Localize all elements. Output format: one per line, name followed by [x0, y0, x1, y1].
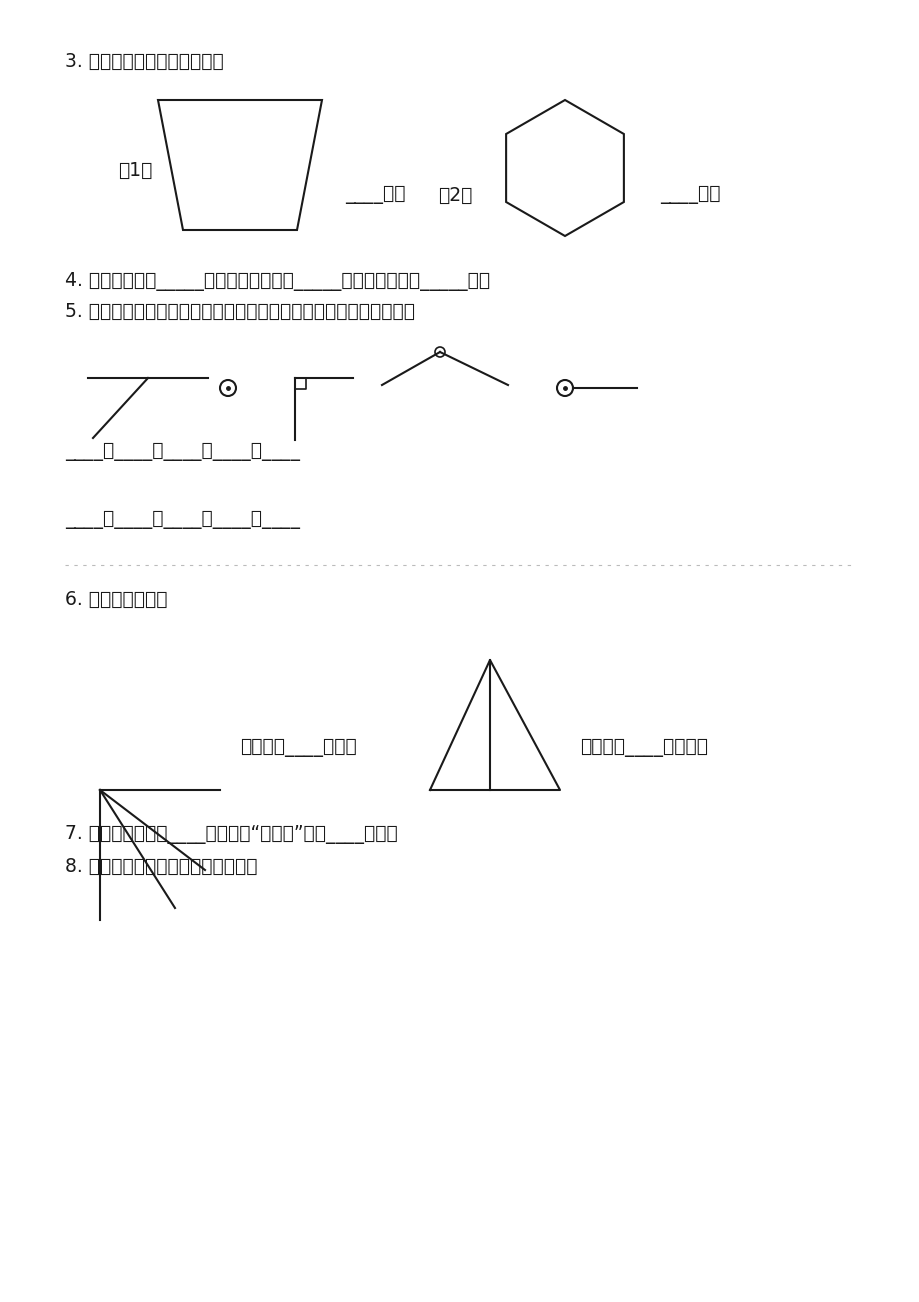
- Text: 图中共有____个直角。: 图中共有____个直角。: [579, 738, 708, 758]
- Text: （1）: （1）: [118, 160, 153, 180]
- Text: ____、____、____、____、____: ____、____、____、____、____: [65, 441, 300, 461]
- Text: 5. 分别说出下列各数的名称，并且把它们按从小到大的顺序排一排。: 5. 分别说出下列各数的名称，并且把它们按从小到大的顺序排一排。: [65, 302, 414, 322]
- Text: 4. 一条红领巾有_____个角，中间的角是_____角，两端的角是_____角。: 4. 一条红领巾有_____个角，中间的角是_____角，两端的角是_____角…: [65, 272, 490, 292]
- Text: 3. 下面的图形中各有几个角？: 3. 下面的图形中各有几个角？: [65, 52, 223, 72]
- Text: ____个；: ____个；: [345, 185, 405, 204]
- Text: 图中共有____个角。: 图中共有____个角。: [240, 738, 357, 758]
- Text: 8. 按从大到小的顺序排列下面四个角: 8. 按从大到小的顺序排列下面四个角: [65, 857, 257, 876]
- Text: （2）: （2）: [437, 185, 471, 204]
- Text: ____＜____＜____＜____＜____: ____＜____＜____＜____＜____: [65, 510, 300, 529]
- Text: ____个。: ____个。: [659, 185, 720, 204]
- Text: 7. 数学课本封面有____个直角，“红领巾”上有____个角。: 7. 数学课本封面有____个直角，“红领巾”上有____个角。: [65, 825, 397, 844]
- Text: 6. 考考你的眼力。: 6. 考考你的眼力。: [65, 590, 167, 609]
